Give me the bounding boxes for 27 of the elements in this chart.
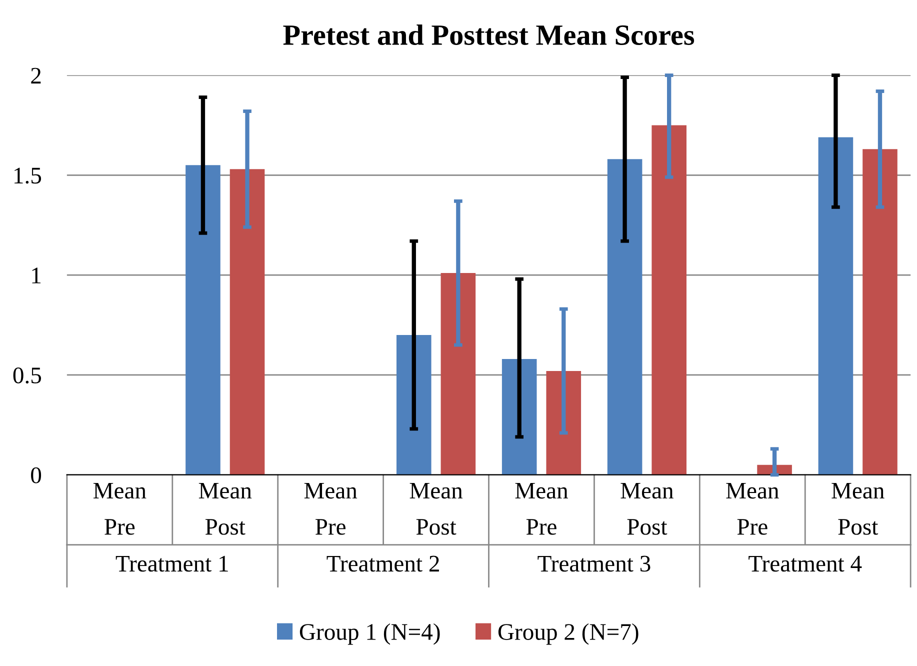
x-tick-label: Mean Post	[832, 482, 884, 535]
x-tick-label: Mean Post	[410, 482, 463, 535]
x-tick-label: Mean Post	[620, 482, 674, 535]
x-tick-label: Mean Pre	[93, 482, 146, 535]
legend-label: Group 2 (N=7)	[498, 623, 638, 645]
x-tick-label: Mean Post	[198, 482, 252, 535]
y-tick-label: 1.5	[14, 168, 42, 184]
bar	[230, 169, 265, 475]
text: Treatment 3	[538, 556, 650, 572]
y-tick-label: 0	[31, 467, 42, 484]
text: Treatment 4	[748, 556, 862, 572]
bar	[862, 149, 898, 475]
chart-title: Pretest and Posttest Mean Scores	[283, 24, 694, 45]
y-tick-label: 2	[31, 68, 41, 84]
legend-label: Group 1 (N=4)	[300, 623, 440, 645]
bar	[186, 165, 220, 475]
x-tick-label: Mean Pre	[726, 482, 779, 535]
text: Treatment 2	[326, 556, 439, 572]
y-tick-label: 1	[32, 268, 41, 284]
bar	[818, 137, 854, 475]
text: Treatment 1	[116, 556, 228, 572]
x-tick-label: Mean Pre	[515, 482, 568, 535]
x-tick-label: Mean Pre	[304, 482, 358, 535]
bar	[440, 273, 476, 475]
bar	[652, 125, 686, 475]
bar	[607, 159, 642, 475]
y-tick-label: 0.5	[13, 367, 42, 384]
